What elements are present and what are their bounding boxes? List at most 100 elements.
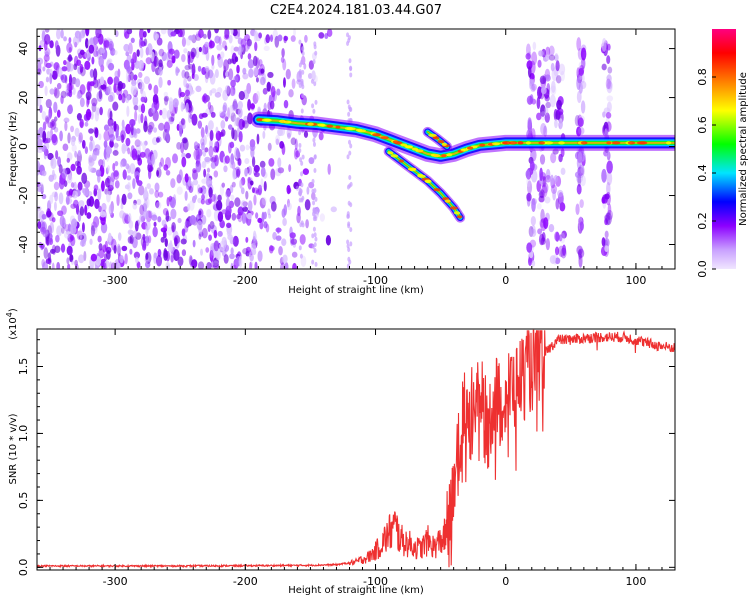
noise-blob	[206, 261, 212, 269]
noise-blob	[207, 69, 214, 79]
noise-blob	[39, 104, 43, 114]
snr-frame	[36, 328, 676, 571]
ridge-peak	[442, 197, 450, 201]
noise-blob	[56, 82, 62, 90]
noise-blob	[151, 214, 158, 221]
noise-blob	[301, 222, 305, 228]
band-blob	[543, 217, 549, 229]
noise-blob	[41, 221, 47, 233]
noise-blob	[227, 124, 233, 130]
noise-blob	[61, 205, 67, 215]
noise-blob	[301, 154, 305, 160]
noise-blob	[260, 76, 266, 86]
noise-blob	[56, 261, 61, 269]
band-blob	[580, 57, 586, 70]
noise-blob	[209, 129, 214, 141]
noise-blob	[214, 69, 219, 79]
noise-blob	[57, 156, 62, 167]
band-blob	[536, 112, 542, 121]
noise-blob	[137, 114, 142, 124]
noise-blob	[106, 190, 111, 203]
noise-blob	[185, 152, 192, 159]
noise-blob	[311, 103, 315, 109]
noise-blob	[145, 225, 149, 236]
noise-blob	[228, 68, 234, 81]
noise-blob	[238, 90, 245, 101]
spectrogram-y-tick-label: -20	[17, 187, 30, 205]
noise-blob	[117, 232, 122, 241]
noise-blob	[144, 140, 148, 146]
band-blob	[526, 43, 531, 57]
noise-blob	[90, 37, 94, 45]
noise-blob	[238, 107, 243, 119]
noise-blob	[137, 154, 141, 161]
noise-blob	[193, 74, 199, 81]
noise-blob	[104, 240, 108, 252]
band-blob	[538, 233, 545, 246]
noise-blob	[54, 40, 59, 51]
noise-blob	[128, 42, 133, 55]
noise-blob	[163, 164, 169, 171]
noise-blob	[221, 209, 227, 215]
ridge-peak	[665, 141, 672, 145]
noise-blob	[113, 76, 120, 86]
snr-y-ticks: 0.0 0.5 1.0 1.5	[17, 339, 675, 576]
noise-blob	[347, 200, 351, 206]
band-blob	[550, 85, 557, 96]
noise-blob	[76, 93, 82, 100]
noise-blob	[252, 248, 257, 256]
noise-blob	[129, 163, 136, 175]
ridge-peak	[446, 153, 453, 157]
noise-blob	[277, 34, 283, 42]
snr-y-tick-label: 0.5	[17, 492, 30, 510]
snr-scale-close: )	[8, 308, 19, 312]
band-blob	[540, 123, 547, 136]
noise-blob	[191, 113, 198, 126]
noise-blob	[283, 99, 289, 109]
noise-blob	[270, 201, 277, 212]
noise-blob	[259, 197, 266, 209]
noise-blob	[248, 68, 254, 78]
noise-blob	[98, 159, 104, 167]
noise-blob	[134, 220, 139, 232]
noise-blob	[142, 209, 149, 219]
noise-blob	[347, 111, 351, 117]
noise-blob	[215, 249, 221, 261]
noise-blob	[237, 46, 243, 56]
noise-blob	[204, 147, 209, 153]
noise-blob	[59, 215, 65, 227]
noise-blob	[177, 256, 184, 267]
snr-x-ticks: -300 -200 -100 0 100	[49, 329, 676, 588]
noise-blob	[61, 217, 67, 229]
band-blob	[576, 245, 583, 255]
noise-blob	[147, 128, 152, 135]
band-blob	[560, 232, 566, 244]
spectrogram-x-tick-label: -300	[103, 274, 128, 287]
noise-blob	[228, 34, 233, 44]
noise-blob	[253, 30, 258, 42]
band-blob	[560, 247, 567, 259]
noise-blob	[168, 116, 174, 125]
noise-blob	[295, 185, 300, 191]
noise-blob	[116, 243, 121, 256]
noise-blob	[59, 130, 63, 142]
band-blob	[607, 203, 612, 216]
noise-blob	[206, 208, 212, 218]
noise-blob	[230, 58, 235, 64]
noise-blob	[146, 183, 151, 190]
noise-blob	[312, 200, 316, 206]
band-blob	[542, 176, 547, 188]
noise-blob	[229, 86, 236, 97]
noise-blob	[116, 262, 121, 269]
noise-blob	[155, 200, 160, 209]
noise-blob	[56, 66, 63, 77]
noise-blob	[130, 145, 135, 153]
noise-blob	[90, 111, 94, 120]
noise-blob	[70, 138, 76, 147]
noise-blob	[85, 37, 89, 49]
noise-blob	[153, 84, 159, 96]
noise-blob	[346, 184, 350, 190]
ridge-peak	[387, 151, 394, 155]
band-blob	[578, 61, 583, 69]
noise-blob	[181, 156, 187, 168]
